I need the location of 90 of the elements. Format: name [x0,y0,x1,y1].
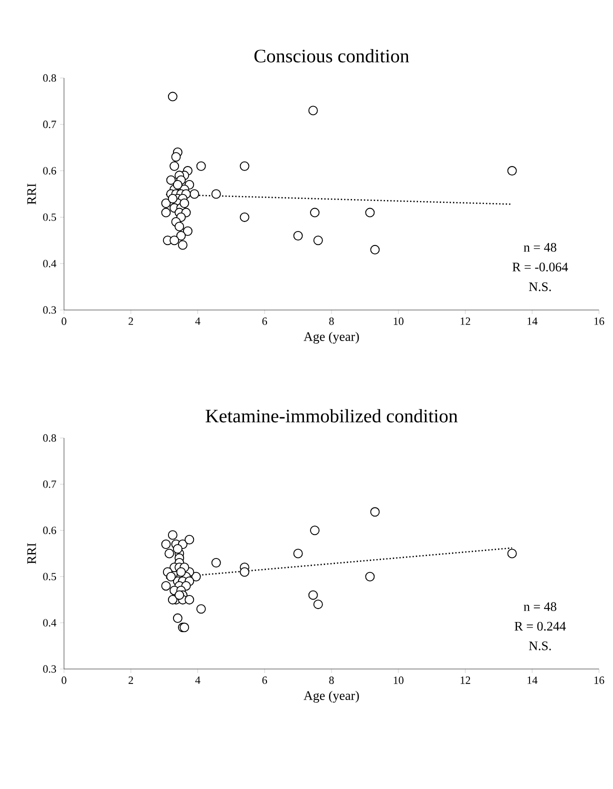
point [176,231,186,241]
point [313,600,323,610]
y-tick-label: 0.4 [43,619,56,627]
annotation: n = 48 [524,242,556,252]
x-tick-label: 10 [394,318,404,325]
x-tick-label: 0 [62,676,66,684]
point [172,180,182,190]
chart-title: Ketamine-immobilized condition [206,409,458,422]
y-tick-label: 0.7 [43,120,56,128]
x-tick-label: 10 [394,676,404,684]
y-axis-title: RRI [27,184,36,204]
point [166,175,176,185]
point [174,590,184,600]
y-axis-title: RRI [27,543,36,564]
point [365,208,375,218]
point [161,198,171,208]
y-tick-label: 0.5 [43,213,56,221]
annotation: n = 48 [524,602,556,612]
point [170,161,180,171]
point [211,558,221,568]
point [313,236,323,246]
point [172,544,182,554]
point [184,534,194,544]
x-axis-title: Age (year) [304,690,359,703]
point [161,208,171,218]
annotation: N.S. [528,642,551,650]
point [176,567,186,577]
y-tick-label: 0.8 [43,74,56,82]
point [211,189,221,199]
point [308,590,318,600]
point [168,194,178,204]
annotation: N.S. [528,282,551,292]
x-tick-label: 8 [329,318,334,325]
point [196,604,206,614]
x-tick-label: 12 [460,676,470,684]
point [293,231,303,241]
point [164,548,174,558]
point [308,106,318,116]
point [507,548,517,558]
point [240,212,250,222]
x-tick-label: 2 [128,676,134,684]
point [310,208,320,218]
point [190,189,200,199]
point [370,507,380,517]
y-tick-label: 0.4 [43,260,56,268]
x-tick-label: 12 [460,318,470,325]
point [365,572,375,582]
point [174,222,184,232]
y-tick-label: 0.6 [43,167,56,175]
annotation: R = 0.244 [514,622,566,631]
x-tick-label: 8 [329,676,334,684]
point [180,198,190,208]
x-tick-label: 4 [195,318,200,325]
y-tick-label: 0.3 [43,306,56,314]
x-tick-label: 14 [528,676,538,684]
x-tick-label: 14 [528,318,538,325]
point [240,567,250,577]
chart-title: Conscious condition [254,49,410,62]
point [168,530,178,540]
point [196,161,206,171]
annotation: R = -0.064 [512,262,568,272]
point [370,244,380,254]
point [182,226,192,236]
x-tick-label: 0 [62,318,66,325]
point [170,236,180,246]
point [178,240,188,250]
point [161,581,171,591]
y-tick-label: 0.8 [43,434,56,442]
y-tick-label: 0.6 [43,526,56,534]
x-tick-label: 6 [262,318,268,325]
point [166,572,176,582]
point [240,161,250,171]
y-tick-label: 0.3 [43,665,56,673]
y-tick-label: 0.5 [43,572,56,580]
point [310,526,320,536]
x-axis-title: Age (year) [304,332,359,344]
x-tick-label: 6 [262,676,268,684]
point [293,548,303,558]
point [161,540,171,550]
point [507,166,517,176]
point [171,152,181,162]
point [172,613,182,623]
point [168,92,178,102]
x-tick-label: 16 [594,318,604,325]
x-tick-label: 2 [128,318,134,325]
x-tick-label: 16 [594,676,604,684]
point [184,594,194,604]
y-tick-label: 0.7 [43,480,56,488]
x-tick-label: 4 [195,676,200,684]
point [168,594,178,604]
